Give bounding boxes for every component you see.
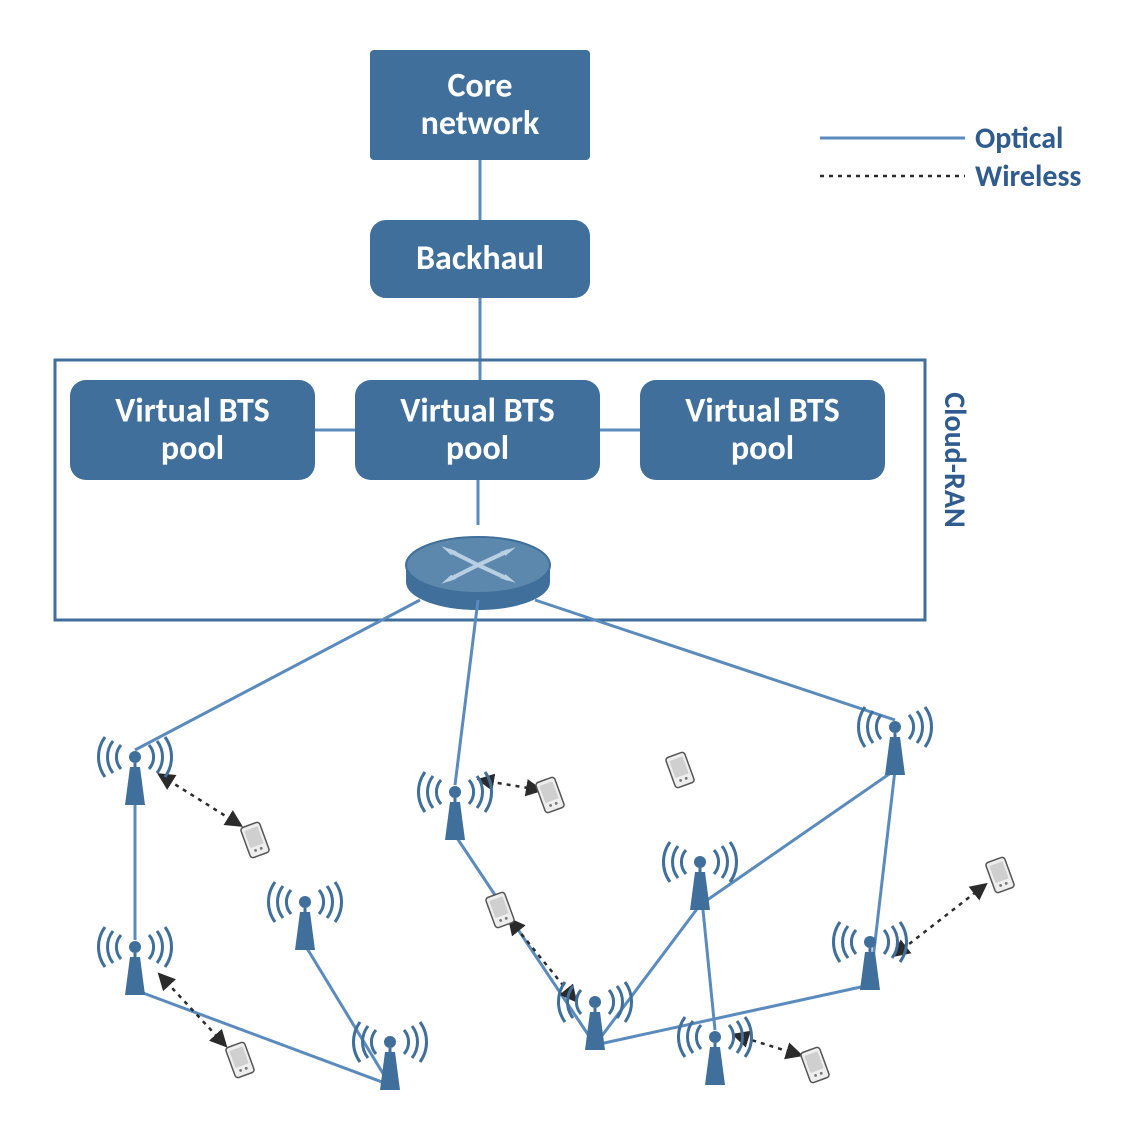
- wireless-link: [160, 775, 240, 825]
- optical-link: [535, 600, 895, 720]
- diagram-canvas: CorenetworkBackhaulVirtual BTSpoolVirtua…: [0, 0, 1140, 1148]
- bts3-label: pool: [731, 428, 794, 469]
- bts1-box: Virtual BTSpool: [70, 380, 315, 480]
- cloud-ran-label: Cloud-RAN: [936, 392, 973, 528]
- legend-label: Optical: [975, 120, 1063, 157]
- handset-icon: [225, 1042, 255, 1079]
- boxes-group: CorenetworkBackhaulVirtual BTSpoolVirtua…: [70, 50, 885, 480]
- wireless-link: [735, 1035, 800, 1055]
- optical-link: [455, 835, 595, 1045]
- optical-link: [135, 600, 420, 750]
- backhaul-label: Backhaul: [416, 238, 544, 279]
- core-box: Corenetwork: [370, 50, 590, 160]
- svg-text:Cloud-RAN: Cloud-RAN: [936, 392, 973, 528]
- handset-icon: [665, 752, 695, 789]
- legend: OpticalWireless: [820, 120, 1081, 195]
- antenna-icon: [663, 842, 736, 910]
- wireless-link: [160, 975, 225, 1045]
- antenna-icon: [858, 707, 931, 775]
- antennas-group: [98, 707, 931, 1090]
- core-label: network: [421, 103, 540, 144]
- bts1-label: Virtual BTS: [115, 391, 269, 432]
- devices-group: [225, 752, 1015, 1084]
- handset-icon: [800, 1047, 830, 1084]
- bts1-label: pool: [161, 428, 224, 469]
- antenna-icon: [268, 882, 341, 950]
- optical-link: [700, 770, 895, 905]
- bts3-label: Virtual BTS: [685, 391, 839, 432]
- handset-icon: [240, 822, 270, 859]
- antenna-icon: [353, 1022, 426, 1090]
- wireless-link: [895, 885, 985, 955]
- bts3-box: Virtual BTSpool: [640, 380, 885, 480]
- handset-icon: [485, 892, 515, 929]
- handset-icon: [535, 777, 565, 814]
- antenna-icon: [98, 737, 171, 805]
- bts2-label: pool: [446, 428, 509, 469]
- bts2-label: Virtual BTS: [400, 391, 554, 432]
- optical-link: [305, 945, 390, 1085]
- router-icon: [406, 537, 550, 610]
- bts2-box: Virtual BTSpool: [355, 380, 600, 480]
- optical-link: [455, 600, 478, 785]
- legend-label: Wireless: [975, 158, 1081, 195]
- core-label: Core: [447, 66, 512, 107]
- backhaul-box: Backhaul: [370, 220, 590, 298]
- optical-link: [135, 990, 390, 1085]
- handset-icon: [985, 857, 1015, 894]
- antenna-icon: [833, 922, 906, 990]
